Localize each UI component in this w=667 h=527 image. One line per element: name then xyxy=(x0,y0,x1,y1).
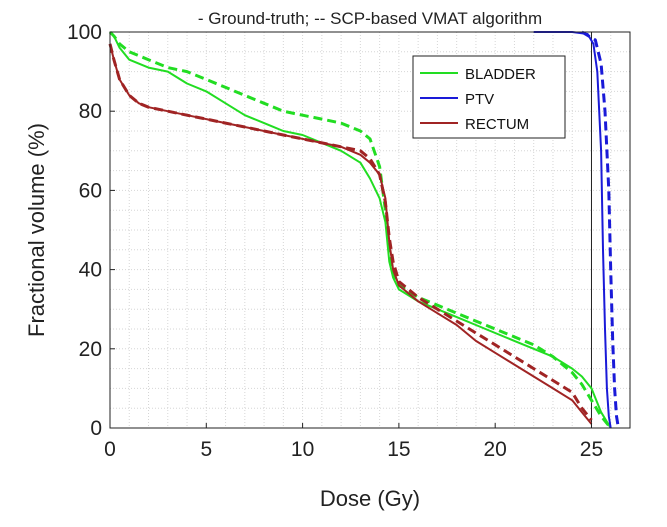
x-tick-label: 25 xyxy=(580,438,603,461)
y-tick-label: 20 xyxy=(79,338,102,361)
series-line-bladder-dashed xyxy=(108,30,612,429)
x-tick-label: 15 xyxy=(387,438,410,461)
legend-label-rectum: RECTUM xyxy=(465,116,529,133)
y-tick-label: 80 xyxy=(79,100,102,123)
legend-label-bladder: BLADDER xyxy=(465,66,536,83)
x-tick-label: 5 xyxy=(200,438,212,461)
axis-ticks: 0 5 10 15 20 25 0 20 40 60 80 100 xyxy=(67,21,603,461)
x-tick-label: 10 xyxy=(291,438,314,461)
series-line-ptv-dashed xyxy=(581,30,620,429)
x-axis-label: Dose (Gy) xyxy=(320,486,420,511)
y-tick-label: 40 xyxy=(79,259,102,282)
y-axis-label: Fractional volume (%) xyxy=(24,123,49,337)
legend: BLADDER PTV RECTUM xyxy=(412,55,566,139)
series-line-rectum-dashed xyxy=(108,43,593,422)
plot-frame xyxy=(109,31,631,429)
y-tick-label: 0 xyxy=(90,417,102,440)
y-tick-label: 60 xyxy=(79,179,102,202)
series-line-bladder-solid xyxy=(109,31,612,429)
x-tick-label: 0 xyxy=(104,438,116,461)
series-group xyxy=(108,30,620,429)
legend-label-ptv: PTV xyxy=(465,91,494,108)
y-tick-label: 100 xyxy=(67,21,102,44)
chart-title: - Ground-truth; -- SCP-based VMAT algori… xyxy=(198,9,542,28)
x-tick-label: 20 xyxy=(484,438,507,461)
